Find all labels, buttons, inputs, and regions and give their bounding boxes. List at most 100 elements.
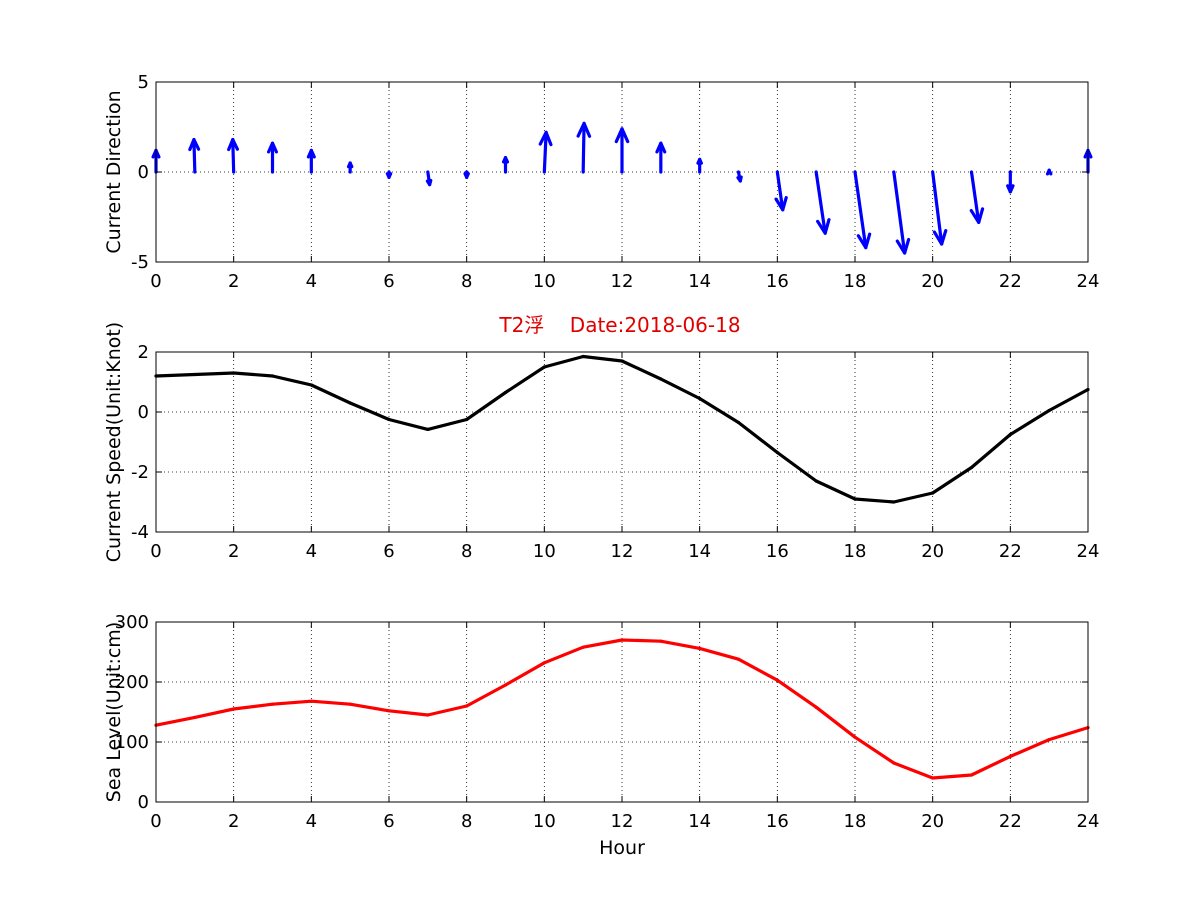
sea-level-data-point [309,699,313,703]
sea-level-x-tick-label: 2 [228,811,239,832]
sea-level-data-point [969,773,974,777]
sea-level-x-axis-label: Hour [599,837,645,859]
speed-data-point [309,383,313,387]
speed-data-point [232,371,236,375]
direction-arrow [188,138,201,174]
speed-data-point [426,427,430,431]
direction-y-axis-label: Current Direction [103,90,125,253]
direction-x-tick-label: 14 [688,271,711,292]
speed-data-point [387,417,391,422]
direction-x-tick-label: 22 [999,271,1022,292]
direction-arrow [227,138,239,174]
speed-data-point [270,374,275,378]
speed-data-point [931,491,935,495]
sea-level-x-tick-label: 18 [844,811,867,832]
direction-arrow [774,170,788,212]
sea-level-x-tick-label: 0 [150,811,161,832]
direction-arrow [1006,170,1015,194]
direction-y-tick-label: 5 [138,72,149,93]
direction-arrow [655,141,667,174]
sea-level-x-tick-label: 12 [611,811,634,832]
speed-data-point [969,465,974,470]
direction-x-tick-label: 8 [461,271,472,292]
direction-arrow [463,170,470,179]
direction-x-tick-label: 6 [383,271,394,292]
direction-x-tick-label: 10 [533,271,556,292]
sea-level-y-axis-label: Sea Level(Unit:cm) [103,622,125,802]
sea-level-y-tick-label: 200 [115,672,149,693]
speed-data-point [193,372,197,377]
speed-data-point [853,497,857,501]
sea-level-data-point [1008,754,1012,759]
speed-x-tick-label: 22 [999,541,1022,562]
sea-level-y-tick-label: 100 [115,732,149,753]
sea-level-data-point [426,713,430,717]
direction-arrow [306,148,316,174]
speed-x-tick-label: 16 [766,541,789,562]
sea-level-data-point [853,735,857,739]
sea-level-data-point [736,657,741,661]
sea-level-x-tick-label: 20 [921,811,944,832]
speed-data-point [1008,432,1012,437]
sea-level-y-tick-label: 0 [138,792,149,813]
speed-data-point [503,390,508,395]
speed-x-tick-label: 2 [228,541,239,562]
speed-data-point [892,500,896,504]
sea-level-data-point [1047,738,1051,742]
direction-arrow [576,121,592,174]
direction-arrow [931,170,948,246]
speed-x-tick-label: 4 [306,541,317,562]
direction-y-tick-label: 0 [138,162,149,183]
direction-x-tick-label: 4 [306,271,317,292]
sea-level-x-tick-label: 4 [306,811,317,832]
direction-y-tick-label: -5 [131,252,149,273]
speed-data-point [775,450,779,455]
sea-level-x-tick-label: 16 [766,811,789,832]
sea-level-x-tick-label: 8 [461,811,472,832]
direction-x-tick-label: 20 [921,271,944,292]
speed-x-tick-label: 20 [921,541,944,562]
sea-level-plot-area [156,622,1088,802]
sea-level-data-point [387,709,391,713]
sea-level-data-point [659,639,663,643]
speed-y-tick-label: -2 [131,462,149,483]
sea-level-data-point [503,683,508,687]
sea-level-x-tick-label: 10 [533,811,556,832]
speed-y-tick-label: 2 [138,342,149,363]
speed-y-tick-label: -4 [131,522,149,543]
sea-level-data-point [193,715,197,720]
sea-level-data-point [465,704,469,708]
direction-x-tick-label: 12 [611,271,634,292]
speed-y-tick-label: 0 [138,402,149,423]
sea-level-data-point [892,761,896,765]
sea-level-data-point [232,707,236,711]
speed-x-tick-label: 24 [1077,541,1100,562]
speed-plot-area [156,352,1088,532]
speed-x-tick-label: 10 [533,541,556,562]
speed-data-point [465,417,469,422]
direction-arrow [346,161,354,174]
speed-x-tick-label: 14 [688,541,711,562]
sea-level-x-tick-label: 22 [999,811,1022,832]
sea-level-x-tick-label: 24 [1077,811,1100,832]
speed-data-point [348,401,352,405]
direction-arrow [385,170,393,179]
direction-arrow [696,157,703,174]
direction-arrow [892,170,911,255]
sea-level-data-point [620,638,624,642]
direction-arrow [614,127,630,174]
direction-arrow [853,170,872,250]
direction-arrow [425,170,433,187]
speed-y-axis-label: Current Speed(Unit:Knot) [103,322,125,562]
direction-arrow [1045,168,1053,176]
direction-arrow [501,156,510,174]
sea-level-x-tick-label: 6 [383,811,394,832]
speed-data-point [814,479,818,483]
direction-arrow [736,170,743,183]
speed-data-point [659,377,663,381]
speed-x-tick-label: 6 [383,541,394,562]
direction-x-tick-label: 16 [766,271,789,292]
